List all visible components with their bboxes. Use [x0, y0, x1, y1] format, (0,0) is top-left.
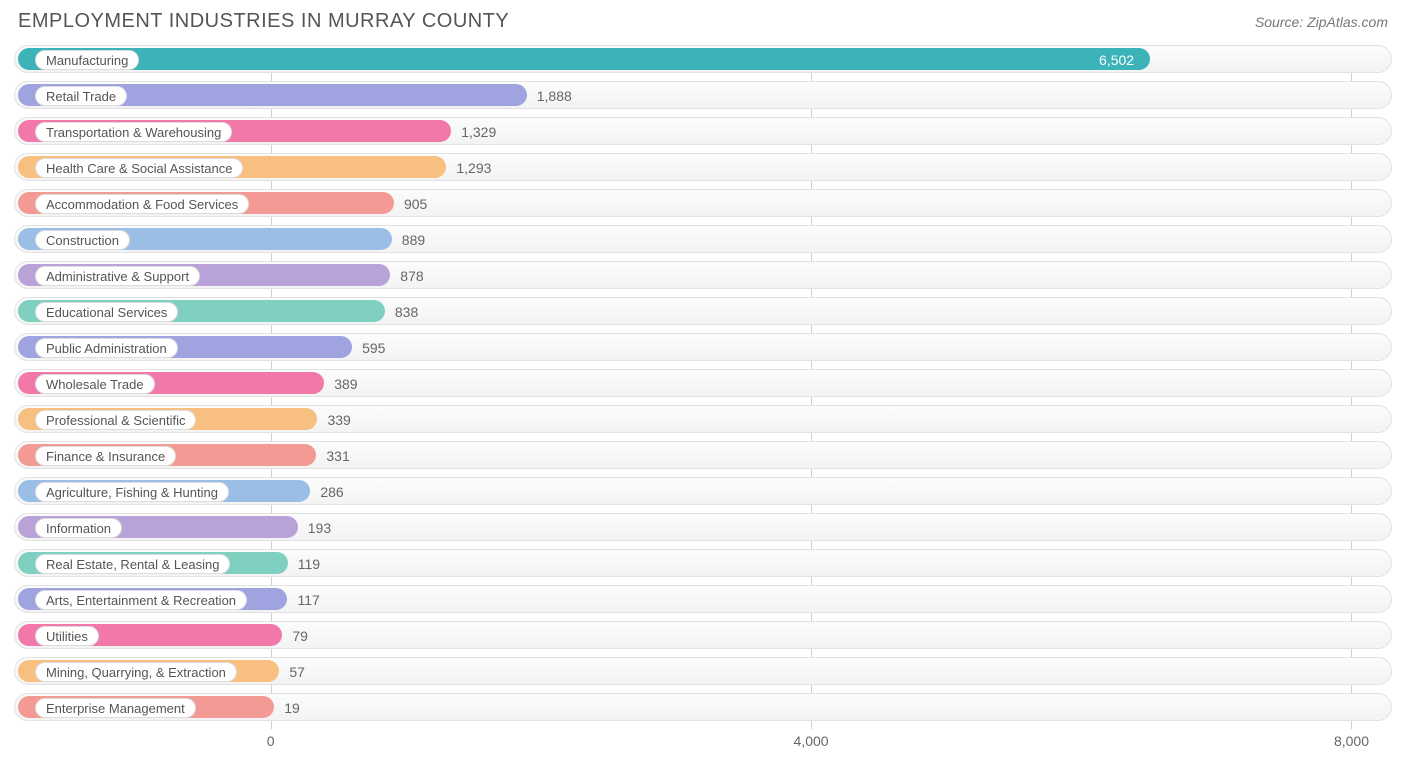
bar-value: 19 — [284, 694, 300, 722]
bar-track: Utilities 79 — [14, 621, 1392, 649]
bar-label: Health Care & Social Assistance — [35, 158, 243, 178]
bar-value: 117 — [297, 586, 319, 614]
axis-tick-label: 4,000 — [794, 733, 829, 749]
bar-label: Educational Services — [35, 302, 178, 322]
bar-value: 79 — [292, 622, 308, 650]
axis-tick-label: 0 — [267, 733, 275, 749]
bar-value: 286 — [320, 478, 343, 506]
bar-track: Transportation & Warehousing 1,329 — [14, 117, 1392, 145]
bar-value: 331 — [326, 442, 349, 470]
bar-fill — [18, 48, 1150, 70]
axis-tick-label: 8,000 — [1334, 733, 1369, 749]
bar-value: 339 — [327, 406, 350, 434]
bar-label: Utilities — [35, 626, 99, 646]
bars-container: Manufacturing 6,502 Retail Trade 1,888 Trans… — [14, 45, 1392, 721]
bar-track: Retail Trade 1,888 — [14, 81, 1392, 109]
bar-label: Wholesale Trade — [35, 374, 155, 394]
bar-track: Public Administration 595 — [14, 333, 1392, 361]
bar-label: Accommodation & Food Services — [35, 194, 249, 214]
bar-value: 1,329 — [461, 118, 496, 146]
x-axis: 0 4,000 8,000 — [14, 729, 1392, 755]
bar-track: Professional & Scientific 339 — [14, 405, 1392, 433]
chart-source: Source: ZipAtlas.com — [1255, 14, 1388, 30]
bar-label: Public Administration — [35, 338, 178, 358]
chart-header: EMPLOYMENT INDUSTRIES IN MURRAY COUNTY S… — [14, 10, 1392, 33]
bar-value: 595 — [362, 334, 385, 362]
bar-label: Enterprise Management — [35, 698, 196, 718]
bar-value: 57 — [289, 658, 305, 686]
bar-track: Arts, Entertainment & Recreation 117 — [14, 585, 1392, 613]
bar-track: Mining, Quarrying, & Extraction 57 — [14, 657, 1392, 685]
bar-label: Real Estate, Rental & Leasing — [35, 554, 230, 574]
bar-label: Mining, Quarrying, & Extraction — [35, 662, 237, 682]
bar-label: Manufacturing — [35, 50, 139, 70]
chart-title: EMPLOYMENT INDUSTRIES IN MURRAY COUNTY — [18, 10, 509, 33]
bar-label: Information — [35, 518, 122, 538]
bar-label: Construction — [35, 230, 130, 250]
bar-value: 1,888 — [537, 82, 572, 110]
bar-value: 6,502 — [1099, 46, 1134, 74]
bar-track: Real Estate, Rental & Leasing 119 — [14, 549, 1392, 577]
bar-value: 1,293 — [456, 154, 491, 182]
bar-label: Arts, Entertainment & Recreation — [35, 590, 247, 610]
bar-value: 838 — [395, 298, 418, 326]
bar-track: Agriculture, Fishing & Hunting 286 — [14, 477, 1392, 505]
bar-label: Transportation & Warehousing — [35, 122, 232, 142]
bar-label: Professional & Scientific — [35, 410, 196, 430]
bar-track: Manufacturing 6,502 — [14, 45, 1392, 73]
bar-value: 878 — [400, 262, 423, 290]
bar-track: Wholesale Trade 389 — [14, 369, 1392, 397]
bar-label: Agriculture, Fishing & Hunting — [35, 482, 229, 502]
bar-track: Information 193 — [14, 513, 1392, 541]
bar-value: 905 — [404, 190, 427, 218]
bar-track: Enterprise Management 19 — [14, 693, 1392, 721]
bar-track: Administrative & Support 878 — [14, 261, 1392, 289]
bar-track: Educational Services 838 — [14, 297, 1392, 325]
bar-value: 389 — [334, 370, 357, 398]
bar-label: Finance & Insurance — [35, 446, 176, 466]
chart-area: Manufacturing 6,502 Retail Trade 1,888 Trans… — [14, 45, 1392, 755]
bar-track: Accommodation & Food Services 905 — [14, 189, 1392, 217]
bar-track: Health Care & Social Assistance 1,293 — [14, 153, 1392, 181]
bar-value: 119 — [298, 550, 320, 578]
bar-label: Retail Trade — [35, 86, 127, 106]
bar-track: Finance & Insurance 331 — [14, 441, 1392, 469]
bar-label: Administrative & Support — [35, 266, 200, 286]
bar-track: Construction 889 — [14, 225, 1392, 253]
bar-value: 193 — [308, 514, 331, 542]
bar-value: 889 — [402, 226, 425, 254]
